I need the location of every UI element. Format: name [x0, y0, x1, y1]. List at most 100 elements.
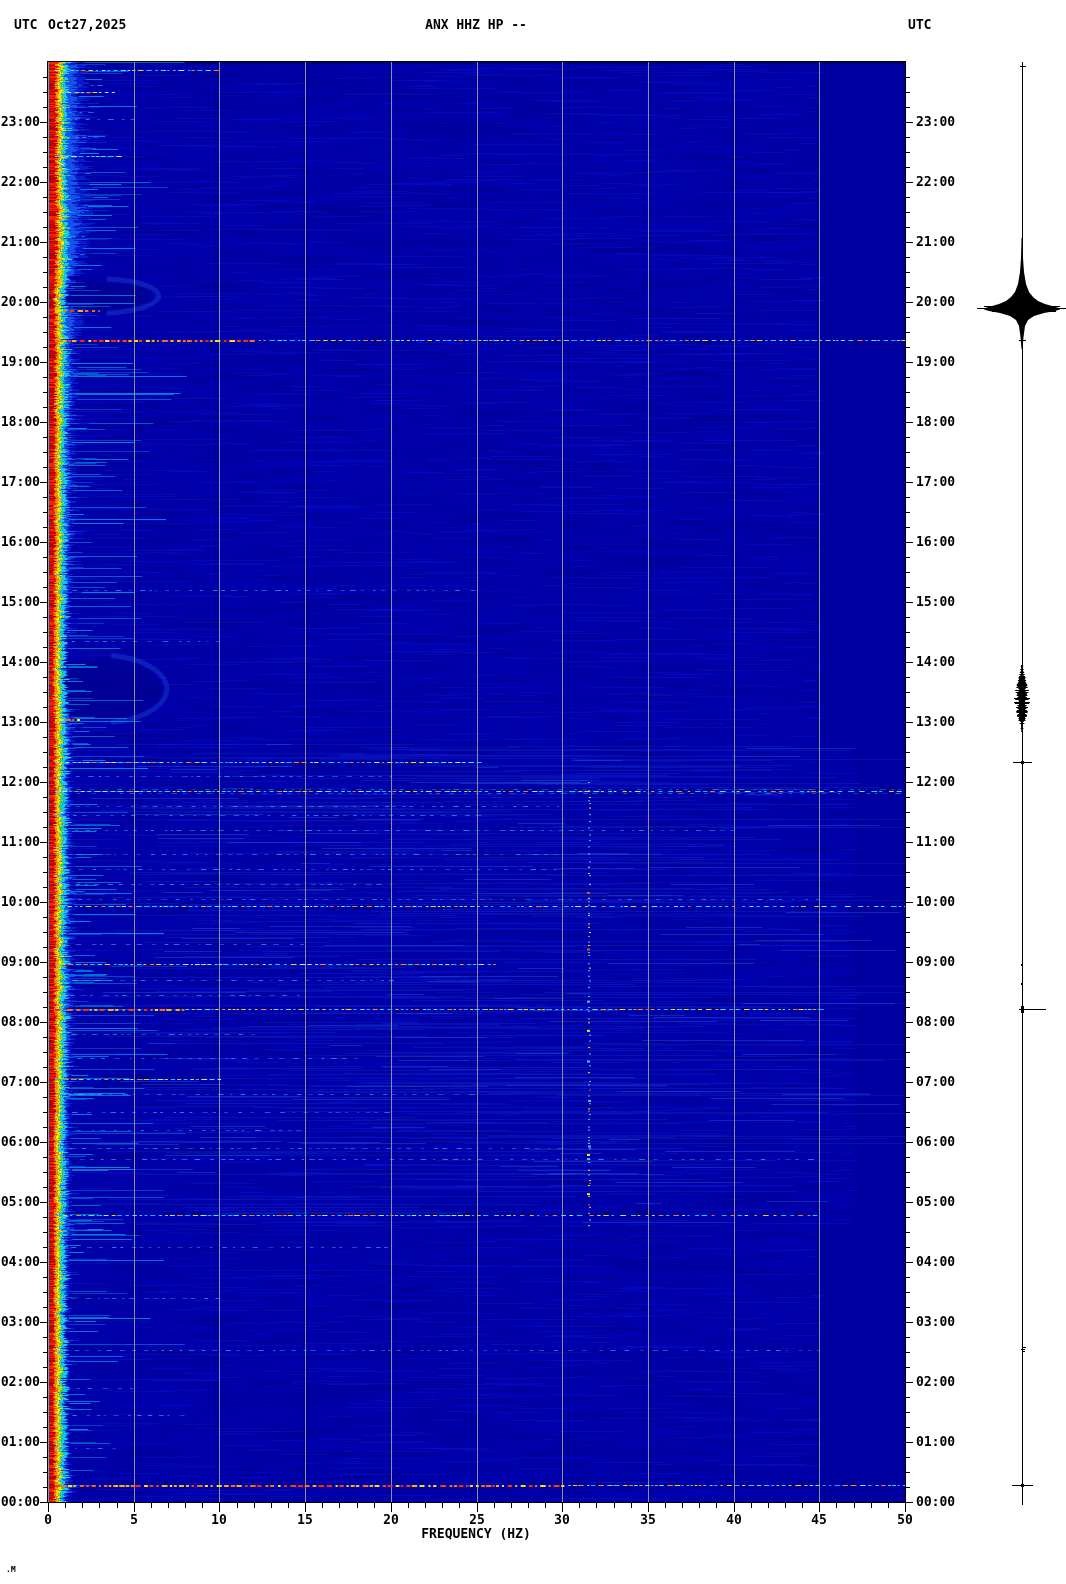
axis-tick	[40, 1262, 48, 1263]
y-axis-label-left: 22:00	[0, 175, 40, 190]
axis-tick	[477, 1502, 478, 1512]
y-axis-label-left: 08:00	[0, 1015, 40, 1030]
axis-tick	[905, 977, 910, 978]
axis-tick	[43, 1352, 48, 1353]
axis-tick	[305, 1502, 306, 1512]
axis-tick	[43, 377, 48, 378]
axis-tick	[43, 392, 48, 393]
axis-tick	[905, 857, 910, 858]
axis-tick	[43, 1292, 48, 1293]
axis-tick	[905, 287, 910, 288]
axis-tick	[494, 1502, 495, 1508]
axis-tick	[43, 932, 48, 933]
y-axis-label-right: 18:00	[916, 415, 956, 430]
axis-tick	[905, 512, 910, 513]
axis-tick	[40, 182, 48, 183]
axis-tick	[682, 1502, 683, 1508]
axis-tick	[905, 932, 910, 933]
axis-tick	[43, 1127, 48, 1128]
y-axis-label-left: 16:00	[0, 535, 40, 550]
axis-tick	[905, 1337, 910, 1338]
axis-tick	[43, 632, 48, 633]
axis-tick	[43, 812, 48, 813]
axis-tick	[43, 1097, 48, 1098]
axis-tick	[888, 1502, 889, 1508]
axis-tick	[905, 992, 910, 993]
axis-tick	[43, 152, 48, 153]
axis-tick	[905, 1277, 910, 1278]
axis-tick	[699, 1502, 700, 1508]
axis-tick	[905, 482, 913, 483]
y-axis-label-right: 04:00	[916, 1255, 956, 1270]
axis-tick	[40, 542, 48, 543]
axis-tick	[905, 257, 910, 258]
axis-tick	[43, 587, 48, 588]
axis-tick	[237, 1502, 238, 1508]
axis-tick	[43, 857, 48, 858]
x-axis-tick-label: 50	[897, 1513, 913, 1528]
axis-tick	[854, 1502, 855, 1508]
axis-tick	[219, 1502, 220, 1512]
axis-tick	[40, 662, 48, 663]
axis-tick	[905, 1202, 913, 1203]
axis-tick	[905, 317, 910, 318]
axis-tick	[905, 947, 910, 948]
axis-tick	[322, 1502, 323, 1508]
axis-tick	[43, 557, 48, 558]
y-axis-label-left: 12:00	[0, 775, 40, 790]
axis-tick	[43, 287, 48, 288]
y-axis-label-right: 02:00	[916, 1375, 956, 1390]
axis-tick	[185, 1502, 186, 1508]
axis-tick	[905, 167, 910, 168]
x-axis-tick-label: 30	[554, 1513, 570, 1528]
axis-tick	[905, 272, 910, 273]
axis-tick	[905, 212, 910, 213]
axis-tick	[836, 1502, 837, 1508]
axis-tick	[43, 1172, 48, 1173]
axis-tick	[905, 602, 913, 603]
axis-tick	[905, 1052, 910, 1053]
axis-tick	[43, 257, 48, 258]
axis-tick	[43, 92, 48, 93]
timezone-label-right: UTC	[908, 18, 932, 33]
axis-tick	[43, 827, 48, 828]
y-axis-label-left: 03:00	[0, 1315, 40, 1330]
axis-tick	[168, 1502, 169, 1508]
axis-tick	[82, 1502, 83, 1508]
axis-tick	[40, 1502, 48, 1503]
axis-tick	[905, 527, 910, 528]
axis-tick	[905, 1187, 910, 1188]
axis-tick	[905, 827, 910, 828]
y-axis-label-left: 09:00	[0, 955, 40, 970]
axis-tick	[905, 1397, 910, 1398]
axis-tick	[43, 452, 48, 453]
axis-tick	[459, 1502, 460, 1508]
y-axis-label-left: 21:00	[0, 235, 40, 250]
axis-tick	[43, 677, 48, 678]
axis-tick	[716, 1502, 717, 1508]
axis-tick	[734, 1502, 735, 1512]
axis-tick	[905, 707, 910, 708]
axis-tick	[905, 152, 910, 153]
axis-tick	[905, 392, 910, 393]
axis-tick	[43, 617, 48, 618]
timezone-label-left: UTC	[14, 18, 38, 33]
axis-tick	[819, 1502, 820, 1512]
axis-tick	[905, 1172, 910, 1173]
axis-tick	[905, 1382, 913, 1383]
y-axis-label-right: 01:00	[916, 1435, 956, 1450]
axis-tick	[43, 1052, 48, 1053]
y-axis-label-right: 20:00	[916, 295, 956, 310]
x-axis-tick-label: 45	[811, 1513, 827, 1528]
axis-tick	[254, 1502, 255, 1508]
axis-tick	[905, 842, 913, 843]
axis-tick	[905, 662, 913, 663]
axis-tick	[40, 1442, 48, 1443]
axis-tick	[43, 977, 48, 978]
x-axis-tick-label: 10	[211, 1513, 227, 1528]
axis-tick	[99, 1502, 100, 1508]
axis-tick	[905, 557, 910, 558]
axis-tick	[905, 497, 910, 498]
axis-tick	[40, 482, 48, 483]
y-axis-label-left: 07:00	[0, 1075, 40, 1090]
